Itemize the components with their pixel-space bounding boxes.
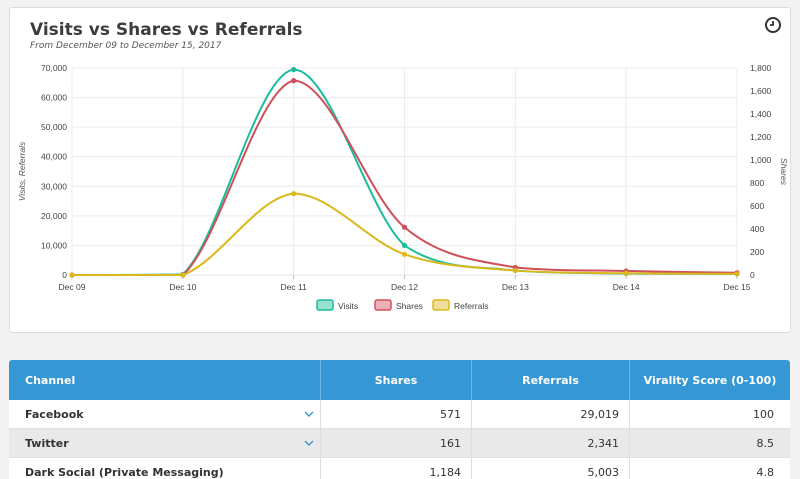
header-shares[interactable]: Shares <box>321 360 472 400</box>
clock-icon[interactable] <box>764 16 782 34</box>
y-axis-label-right: Shares <box>779 158 789 186</box>
y-axis-label-left: Visits, Referrals <box>17 141 27 201</box>
y-tick-left: 50,000 <box>41 122 67 132</box>
legend-label: Referrals <box>454 301 488 311</box>
legend-label: Shares <box>396 301 423 311</box>
cell-shares: 161 <box>321 429 472 457</box>
y-tick-right: 200 <box>750 247 764 257</box>
table-header: Channel Shares Referrals Virality Score … <box>9 360 790 400</box>
x-tick-label: Dec 12 <box>391 282 418 292</box>
cell-referrals: 29,019 <box>472 400 630 428</box>
y-tick-left: 30,000 <box>41 181 67 191</box>
cell-channel: Twitter <box>9 429 321 457</box>
y-tick-right: 1,400 <box>750 109 772 119</box>
x-tick-label: Dec 13 <box>502 282 529 292</box>
cell-score: 8.5 <box>756 436 775 450</box>
legend-swatch <box>374 299 392 311</box>
data-point-referrals <box>623 270 629 276</box>
chevron-down-icon[interactable] <box>304 411 314 417</box>
data-point-referrals <box>734 271 740 277</box>
channel-name: Facebook <box>25 407 84 421</box>
y-tick-right: 1,200 <box>750 132 772 142</box>
y-tick-left: 60,000 <box>41 93 67 103</box>
x-tick-label: Dec 14 <box>613 282 640 292</box>
chart-title: Visits vs Shares vs Referrals <box>30 20 303 40</box>
data-point-visits <box>291 66 297 73</box>
y-tick-right: 600 <box>750 201 764 211</box>
legend-label: Visits <box>338 301 358 311</box>
legend-item-referrals[interactable]: Referrals <box>432 299 488 311</box>
data-point-referrals <box>512 267 518 274</box>
x-tick-label: Dec 11 <box>281 282 308 292</box>
x-tick-label: Dec 15 <box>724 282 751 292</box>
channel-name: Dark Social (Private Messaging) <box>25 465 224 479</box>
data-point-referrals <box>401 251 408 257</box>
table-row[interactable]: Facebook 571 29,019 100 <box>9 400 790 429</box>
legend-swatch <box>316 299 334 311</box>
series-line-shares <box>71 79 738 277</box>
data-point-shares <box>401 224 408 230</box>
channel-table: Channel Shares Referrals Virality Score … <box>9 360 790 479</box>
cell-channel: Dark Social (Private Messaging) <box>9 458 321 479</box>
y-tick-left: 10,000 <box>41 240 67 250</box>
header-channel[interactable]: Channel <box>9 360 321 400</box>
table-row[interactable]: Twitter 161 2,341 8.5 <box>9 429 790 458</box>
cell-channel: Facebook <box>9 400 321 428</box>
y-tick-right: 1,600 <box>750 86 772 96</box>
y-tick-right: 1,800 <box>750 63 772 73</box>
data-point-visits <box>401 242 408 249</box>
chart-subtitle: From December 09 to December 15, 2017 <box>30 41 222 51</box>
cell-referrals: 2,341 <box>472 429 630 457</box>
cell-referrals: 5,003 <box>472 458 630 479</box>
cell-shares: 1,184 <box>321 458 472 479</box>
cell-score: 100 <box>753 407 774 421</box>
y-tick-left: 70,000 <box>41 63 67 73</box>
y-tick-left: 0 <box>62 270 67 280</box>
channel-name: Twitter <box>25 436 69 450</box>
y-tick-right: 1,000 <box>750 155 772 165</box>
data-point-shares <box>291 78 297 84</box>
cell-score: 4.8 <box>756 465 775 479</box>
legend-swatch <box>432 299 450 311</box>
y-tick-right: 800 <box>750 178 764 188</box>
legend-item-visits[interactable]: Visits <box>316 299 358 311</box>
data-point-referrals <box>180 272 186 278</box>
line-chart: 0 10,000 20,000 30,000 40,000 50,000 60,000 70,… <box>17 63 789 311</box>
y-tick-right: 0 <box>750 270 755 280</box>
y-tick-left: 40,000 <box>41 152 67 162</box>
chart-card: 0 10,000 20,000 30,000 40,000 50,000 60,000 70,… <box>9 7 791 333</box>
header-virality-score[interactable]: Virality Score (0-100) <box>643 373 777 387</box>
data-point-referrals <box>291 191 297 197</box>
x-tick-label: Dec 10 <box>169 282 196 292</box>
chevron-down-icon[interactable] <box>304 440 314 446</box>
table-row[interactable]: Dark Social (Private Messaging) 1,184 5,… <box>9 458 790 479</box>
y-tick-left: 20,000 <box>41 211 67 221</box>
header-referrals[interactable]: Referrals <box>472 360 630 400</box>
y-tick-right: 400 <box>750 224 764 234</box>
cell-shares: 571 <box>321 400 472 428</box>
data-point-referrals <box>69 272 75 278</box>
x-tick-label: Dec 09 <box>59 282 86 292</box>
legend-item-shares[interactable]: Shares <box>374 299 423 311</box>
